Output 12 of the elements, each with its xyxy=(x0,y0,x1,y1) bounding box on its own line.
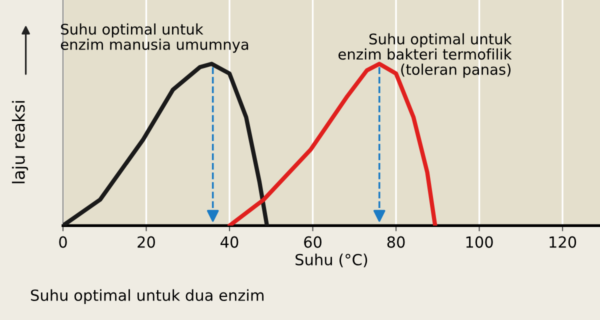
x-tick-label: 0 xyxy=(59,236,67,248)
x-tick-label: 80 xyxy=(387,236,405,248)
text: Suhu optimal untuk dua enzim xyxy=(31,289,264,304)
x-tick-label: 100 xyxy=(466,236,493,248)
x-tick-label: 120 xyxy=(550,236,576,248)
annotation: Suhu optimal untuk enzim bakteri termofilik (toleran panas) xyxy=(338,33,512,78)
x-tick-label: 20 xyxy=(138,236,155,248)
y-axis-title: laju reaksi xyxy=(12,101,28,184)
annotation: Suhu optimal untuk enzim manusia umumnya xyxy=(60,23,248,53)
x-tick-label: 40 xyxy=(220,236,238,248)
x-tick-label: 60 xyxy=(304,236,322,248)
x-axis-title: Suhu (°C) xyxy=(296,254,368,268)
